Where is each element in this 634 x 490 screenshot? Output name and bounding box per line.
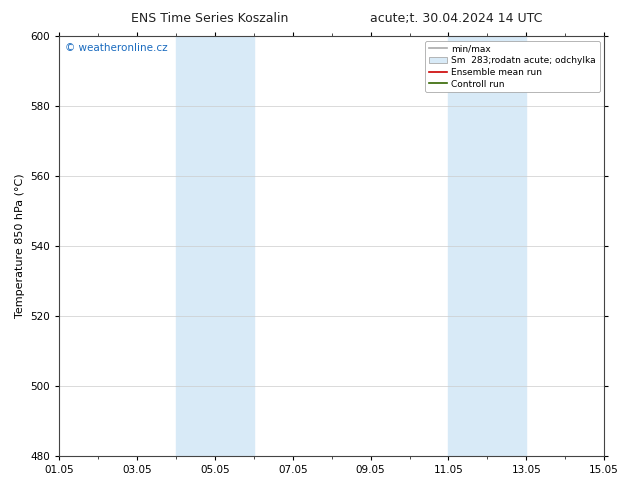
Text: ENS Time Series Koszalin: ENS Time Series Koszalin	[131, 12, 288, 25]
Y-axis label: Temperature 850 hPa (°C): Temperature 850 hPa (°C)	[15, 174, 25, 318]
Text: acute;t. 30.04.2024 14 UTC: acute;t. 30.04.2024 14 UTC	[370, 12, 543, 25]
Legend: min/max, Sm  283;rodatn acute; odchylka, Ensemble mean run, Controll run: min/max, Sm 283;rodatn acute; odchylka, …	[425, 41, 600, 92]
Bar	[176, 36, 254, 456]
Bar	[448, 36, 526, 456]
Text: © weatheronline.cz: © weatheronline.cz	[65, 43, 167, 52]
